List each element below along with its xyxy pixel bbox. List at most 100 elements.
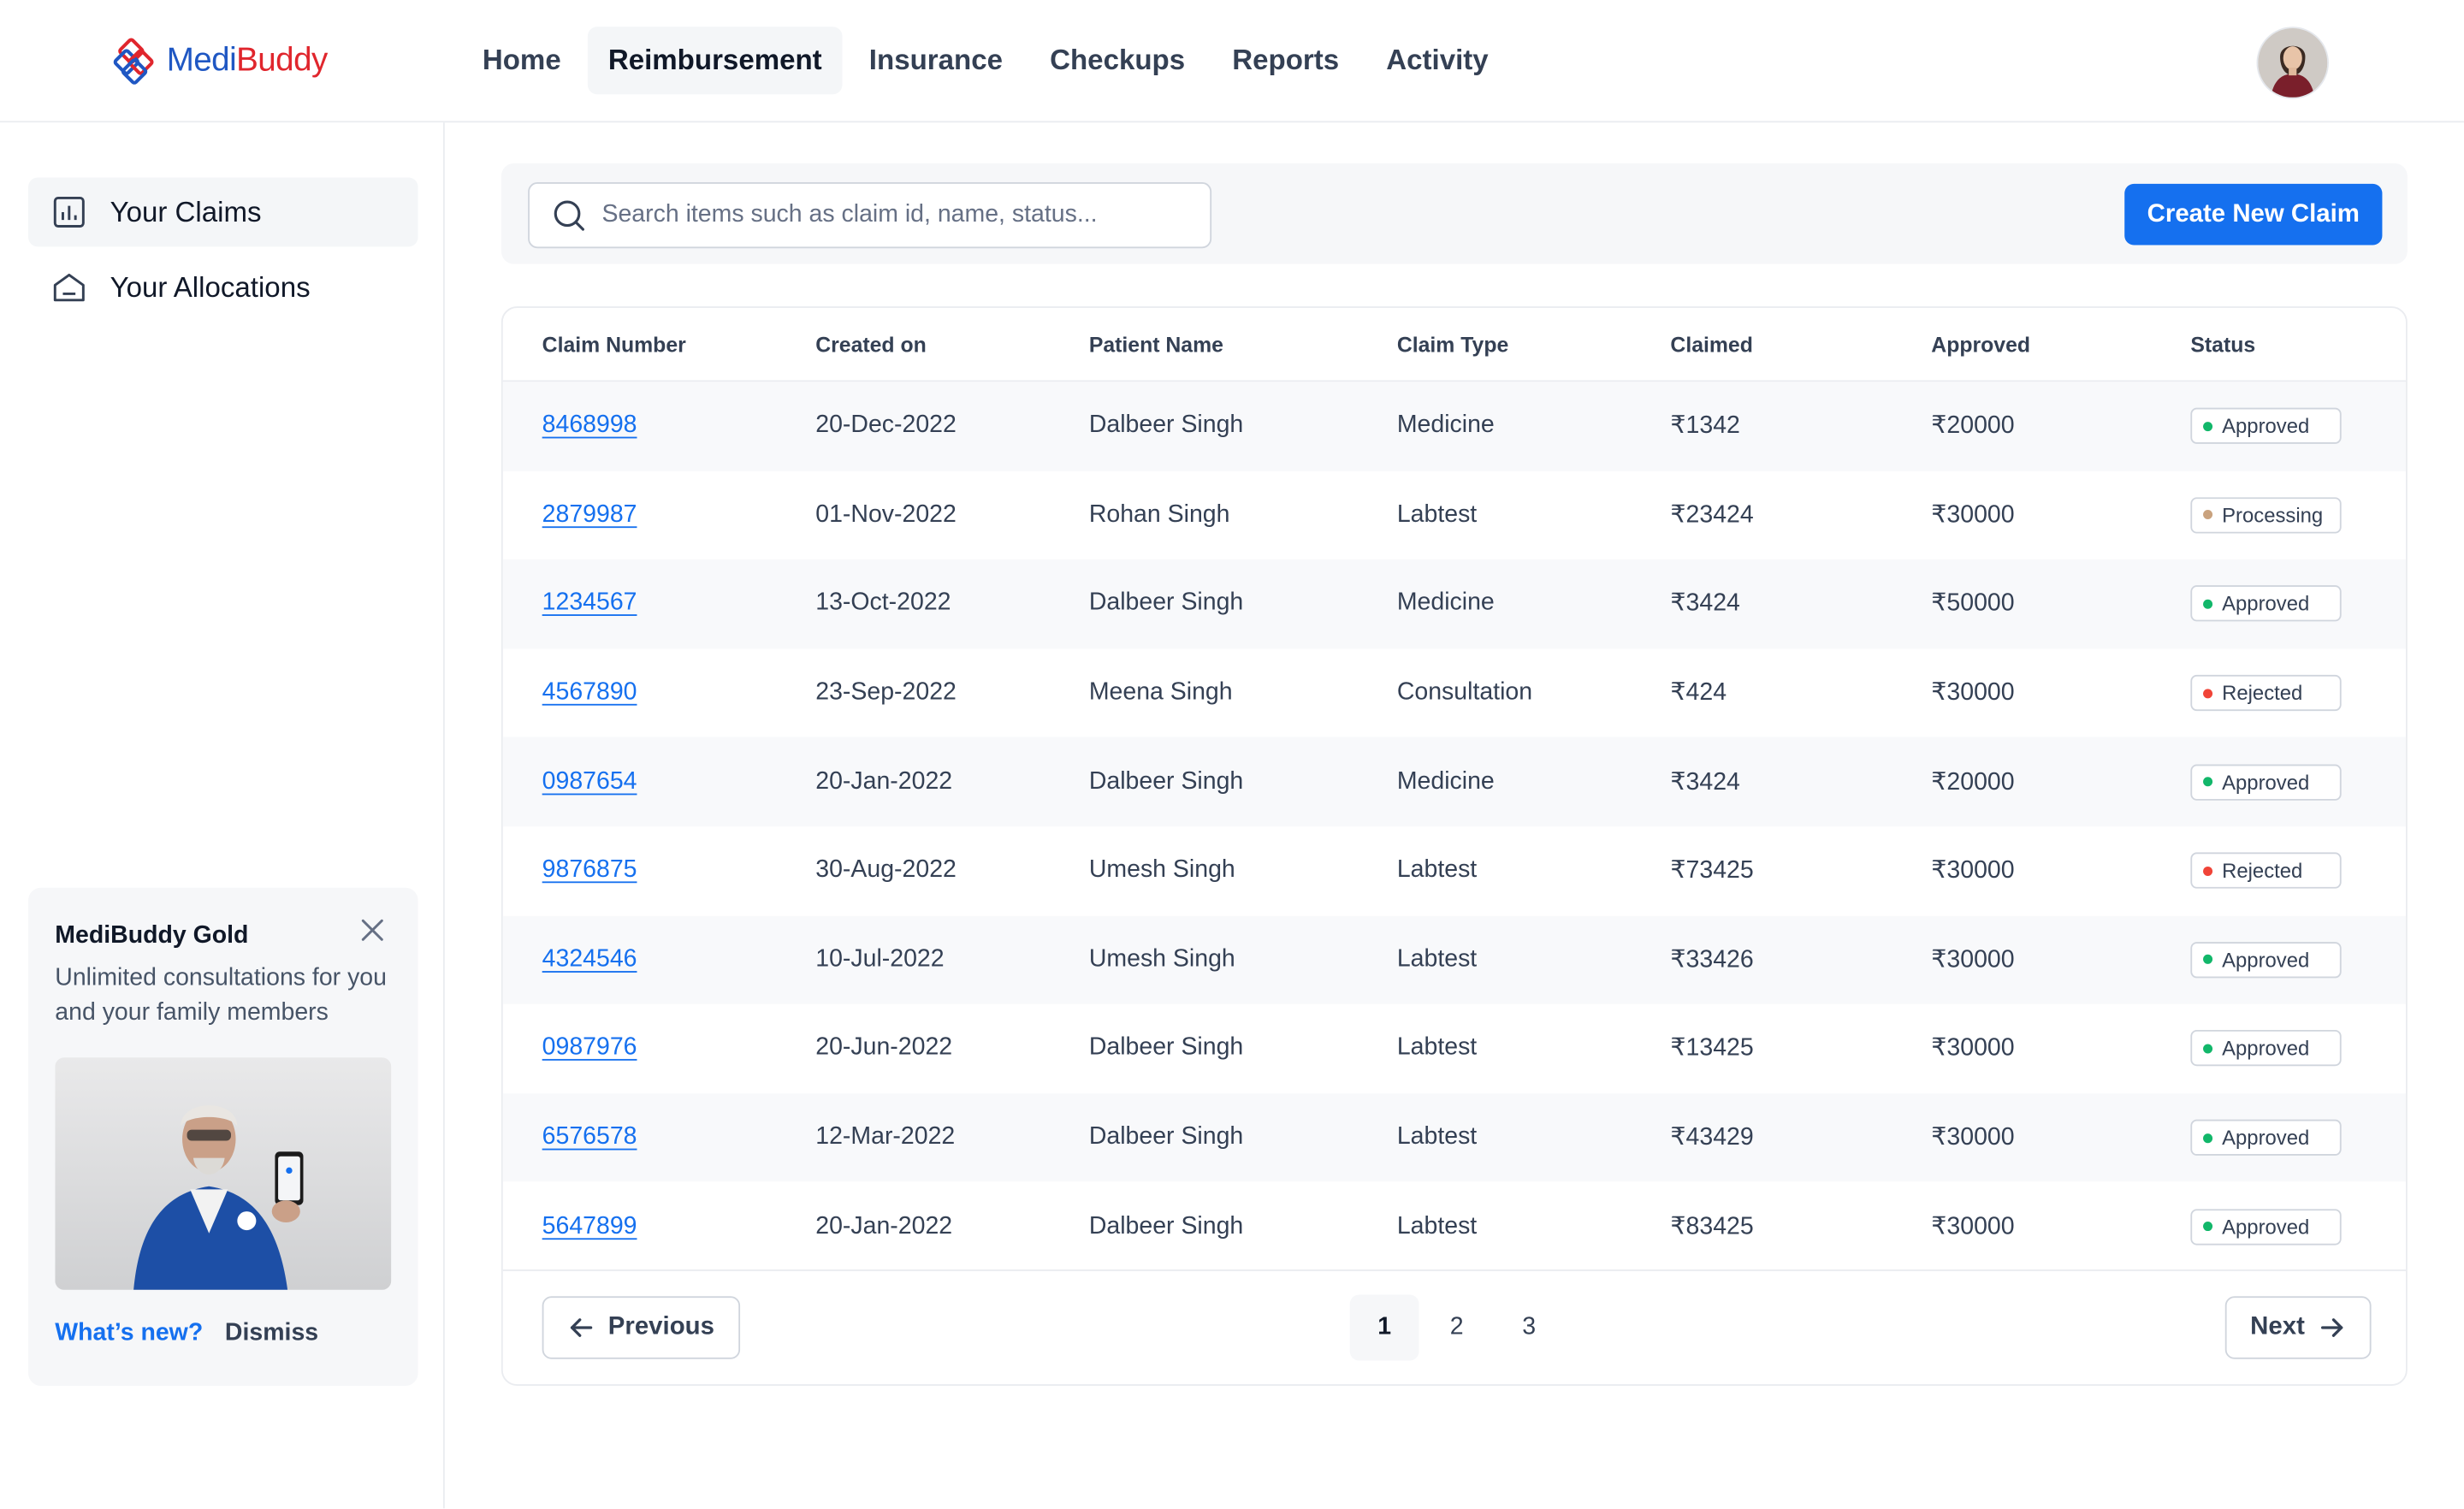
patient-name-cell: Meena Singh <box>1088 678 1233 706</box>
column-header-patient-name: Patient Name <box>1088 333 1223 357</box>
claim-type-cell: Consultation <box>1396 678 1533 706</box>
status-label: Approved <box>2222 1126 2310 1150</box>
claim-number-link[interactable]: 5647899 <box>542 1212 637 1240</box>
claim-number-link[interactable]: 2879987 <box>542 500 637 528</box>
column-header-claimed: Claimed <box>1670 333 1753 357</box>
nav-checkups[interactable]: Checkups <box>1050 44 1186 76</box>
table-row: 8468998 20-Dec-2022 Dalbeer Singh Medicine ₹… <box>502 382 2406 471</box>
approved-amount-cell: ₹30000 <box>1931 679 2015 707</box>
create-new-claim-button[interactable]: Create New Claim <box>2124 183 2383 246</box>
table-row: 4567890 23-Sep-2022 Meena Singh Consultatio… <box>503 648 2406 737</box>
table-row: 9876875 30-Aug-2022 Umesh Singh Labtest ₹734… <box>503 826 2406 915</box>
claims-table: Claim Number Created on Patient Name Cla… <box>500 306 2408 1386</box>
status-label: Approved <box>2222 592 2310 616</box>
status-dot-icon <box>2203 777 2213 787</box>
user-avatar-image <box>2258 28 2328 98</box>
claim-number-link[interactable]: 6576578 <box>542 1123 637 1151</box>
claim-type-cell: Labtest <box>1396 856 1478 884</box>
status-badge: Approved <box>2190 1119 2342 1157</box>
next-label: Next <box>2250 1313 2305 1340</box>
dismiss-link[interactable]: Dismiss <box>224 1319 319 1347</box>
status-dot-icon <box>2203 599 2213 609</box>
sidebar: Your Claims Your Allocations MediBuddy G… <box>0 122 445 1509</box>
nav-reimbursement[interactable]: Reimbursement <box>587 27 843 95</box>
claimed-amount-cell: ₹83425 <box>1670 1213 1754 1240</box>
promo-links: What’s new? Dismiss <box>55 1320 318 1348</box>
close-icon[interactable] <box>358 916 387 944</box>
status-dot-icon <box>2203 510 2213 520</box>
whats-new-link[interactable]: What’s new? <box>55 1319 204 1347</box>
approved-amount-cell: ₹30000 <box>1931 946 2015 973</box>
search-input[interactable] <box>601 201 1184 230</box>
nav-reports[interactable]: Reports <box>1232 44 1340 76</box>
status-badge: Approved <box>2190 763 2342 801</box>
status-label: Approved <box>2222 1037 2310 1061</box>
brand-name: MediBuddy <box>167 43 329 80</box>
promo-illustration <box>55 1057 392 1290</box>
arrow-left-icon <box>570 1318 593 1337</box>
claim-number-link[interactable]: 8468998 <box>542 411 637 439</box>
promo-image <box>55 1057 392 1290</box>
table-row: 5647899 20-Jan-2022 Dalbeer Singh Labtest ₹8… <box>503 1182 2406 1271</box>
claim-number-link[interactable]: 0987654 <box>542 767 637 795</box>
table-row: 0987976 20-Jun-2022 Dalbeer Singh Labtest ₹1… <box>503 1004 2406 1093</box>
column-header-status: Status <box>2190 333 2256 357</box>
status-dot-icon <box>2203 688 2213 698</box>
claim-number-link[interactable]: 9876875 <box>542 856 637 884</box>
table-row: 6576578 12-Mar-2022 Dalbeer Singh Labtest ₹4… <box>502 1092 2406 1182</box>
arrow-right-icon <box>2320 1318 2343 1337</box>
bar-chart-icon <box>53 196 85 228</box>
claimed-amount-cell: ₹3424 <box>1670 590 1740 618</box>
patient-name-cell: Dalbeer Singh <box>1088 767 1244 795</box>
approved-amount-cell: ₹20000 <box>1931 412 2015 440</box>
created-on-cell: 23-Sep-2022 <box>815 678 957 706</box>
claim-number-link[interactable]: 4567890 <box>542 678 637 706</box>
claim-number-link[interactable]: 4324546 <box>542 945 637 973</box>
created-on-cell: 20-Jan-2022 <box>815 1212 953 1240</box>
nav-activity[interactable]: Activity <box>1386 44 1489 76</box>
approved-amount-cell: ₹30000 <box>1931 1124 2015 1151</box>
claim-type-cell: Medicine <box>1396 589 1495 617</box>
status-label: Approved <box>2222 948 2310 972</box>
claim-type-cell: Medicine <box>1396 411 1495 439</box>
approved-amount-cell: ₹30000 <box>1931 1035 2015 1062</box>
page-1[interactable]: 1 <box>1349 1294 1419 1361</box>
status-label: Approved <box>2222 1215 2310 1239</box>
claim-type-cell: Labtest <box>1396 945 1478 973</box>
claimed-amount-cell: ₹3424 <box>1670 768 1740 796</box>
nav-insurance[interactable]: Insurance <box>868 44 1004 76</box>
claim-number-link[interactable]: 1234567 <box>542 589 637 617</box>
status-dot-icon <box>2203 1133 2213 1143</box>
sidebar-item-your-allocations[interactable]: Your Allocations <box>28 253 418 323</box>
main-nav: Home Reimbursement Insurance Checkups Re… <box>462 27 1509 95</box>
sidebar-item-your-claims[interactable]: Your Claims <box>28 177 418 247</box>
home-icon <box>53 273 85 302</box>
status-label: Rejected <box>2222 859 2303 883</box>
status-badge: Processing <box>2190 497 2342 534</box>
nav-home[interactable]: Home <box>482 44 561 76</box>
user-avatar[interactable] <box>2258 28 2328 98</box>
previous-page-button[interactable]: Previous <box>542 1296 740 1359</box>
claim-number-link[interactable]: 0987976 <box>542 1034 637 1062</box>
status-badge: Rejected <box>2190 852 2342 890</box>
approved-amount-cell: ₹50000 <box>1931 590 2015 618</box>
page-3[interactable]: 3 <box>1522 1313 1537 1340</box>
page-2[interactable]: 2 <box>1449 1313 1464 1340</box>
status-badge: Approved <box>2190 408 2342 445</box>
column-header-claim-type: Claim Type <box>1396 333 1509 357</box>
created-on-cell: 01-Nov-2022 <box>815 500 957 528</box>
medibuddy-logo[interactable]: MediBuddy <box>113 38 329 85</box>
claim-type-cell: Medicine <box>1396 767 1495 795</box>
claim-type-cell: Labtest <box>1396 1034 1478 1062</box>
status-badge: Approved <box>2190 1030 2342 1068</box>
claimed-amount-cell: ₹73425 <box>1670 857 1754 885</box>
created-on-cell: 20-Jan-2022 <box>815 767 953 795</box>
page-numbers: 1 2 3 <box>1349 1294 1564 1361</box>
claimed-amount-cell: ₹33426 <box>1670 946 1754 973</box>
next-page-button[interactable]: Next <box>2224 1296 2372 1359</box>
table-header: Claim Number Created on Patient Name Cla… <box>502 308 2406 382</box>
claims-toolbar: Create New Claim <box>500 163 2408 264</box>
table-row: 0987654 20-Jan-2022 Dalbeer Singh Medicine ₹… <box>502 737 2406 827</box>
patient-name-cell: Dalbeer Singh <box>1088 589 1244 617</box>
promo-title: MediBuddy Gold <box>55 922 249 950</box>
